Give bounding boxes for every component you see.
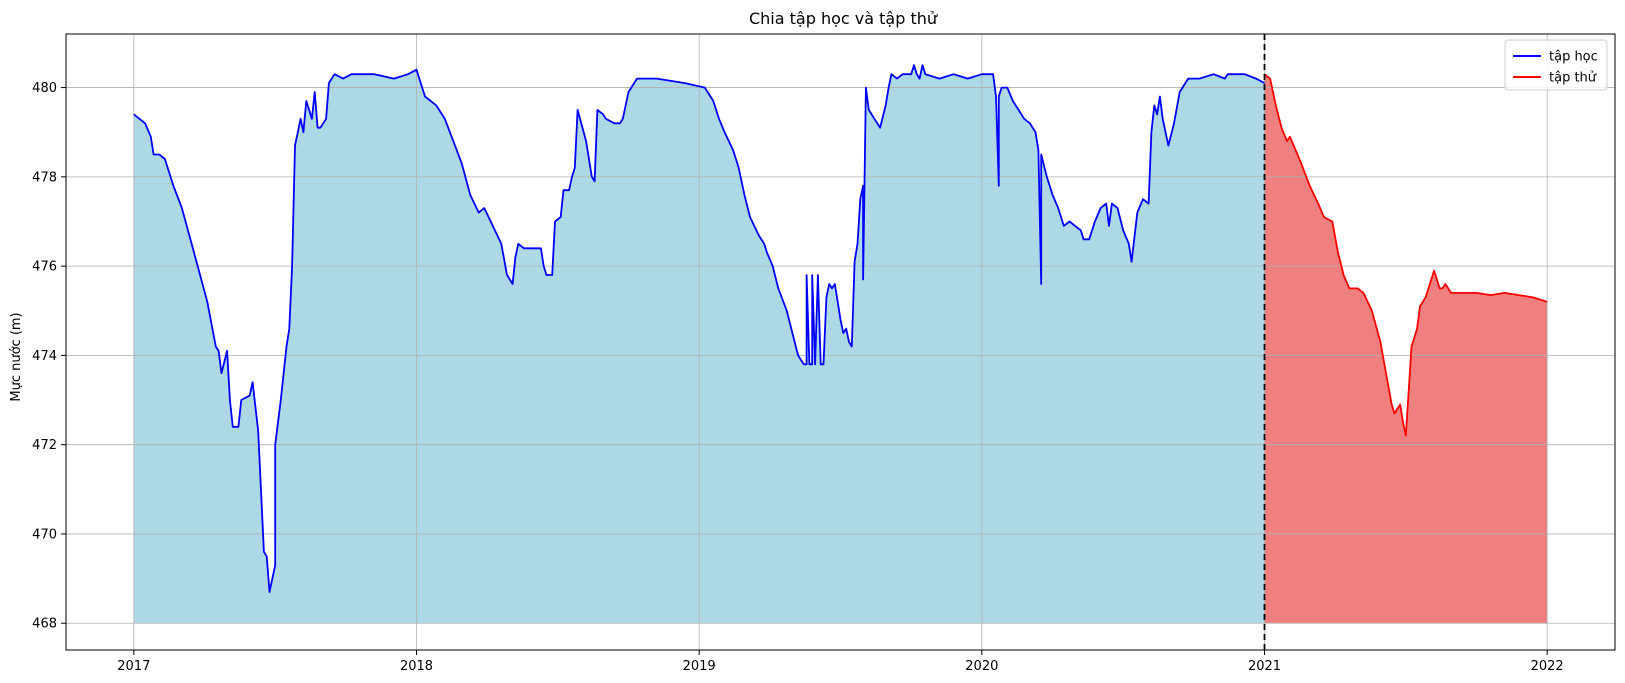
x-tick-label: 2018: [400, 659, 433, 674]
legend: tập học tập thử: [1504, 39, 1608, 91]
gridlines: [66, 34, 1615, 650]
axes: 2017 2018 2019 2020 2021 2022 468 470 472 474 476 4…: [32, 33, 1616, 674]
y-tick-label: 468: [32, 617, 57, 632]
x-tick-label: 2017: [117, 659, 150, 674]
series-line-2: [1263, 73, 1548, 437]
y-axis-label: Mực nước (m): [9, 312, 24, 401]
y-tick-label: 478: [32, 170, 57, 185]
y-tick-label: 476: [32, 260, 57, 275]
chart-title: Chia tập học và tập thử: [749, 9, 938, 28]
series-line-1: [133, 64, 1265, 593]
plot-frame: [65, 33, 1616, 651]
y-tick-label: 480: [32, 81, 57, 96]
area-fill-2: [1264, 74, 1548, 624]
x-tick-label: 2020: [965, 659, 998, 674]
legend-label-1: tập học: [1549, 50, 1598, 65]
x-tick-label: 2021: [1248, 659, 1281, 674]
y-tick-label: 472: [32, 438, 57, 453]
y-tick-label: 470: [32, 527, 57, 542]
area-fills: [133, 65, 1548, 624]
series-lines: [133, 64, 1548, 593]
legend-label-2: tập thử: [1549, 71, 1597, 86]
x-tick-label: 2019: [683, 659, 716, 674]
y-tick-label: 474: [32, 349, 57, 364]
x-tick-label: 2022: [1531, 659, 1564, 674]
